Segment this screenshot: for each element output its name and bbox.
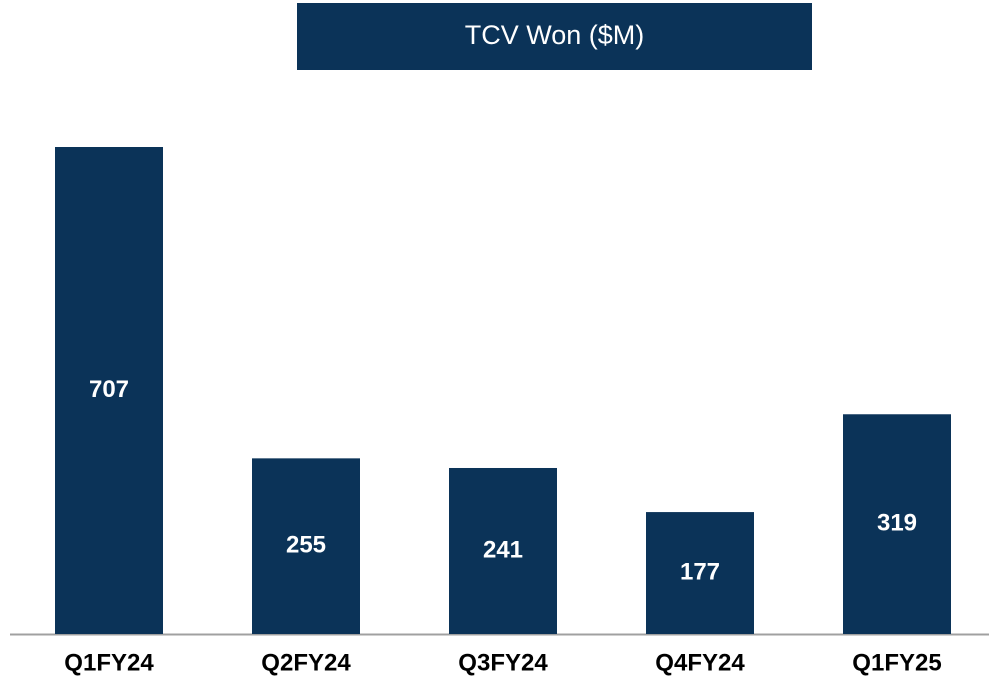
bar [252, 458, 360, 634]
bar [646, 512, 754, 634]
x-tick-label: Q1FY24 [64, 649, 154, 676]
value-label: 319 [877, 509, 917, 536]
title-box [297, 3, 812, 70]
x-tick-label: Q4FY24 [655, 649, 745, 676]
value-label: 707 [89, 376, 129, 403]
x-tick-label: Q2FY24 [261, 649, 351, 676]
bar [449, 467, 557, 634]
chart-title: TCV Won ($M) [465, 20, 645, 50]
x-tick-label: Q3FY24 [458, 649, 548, 676]
value-label: 177 [680, 558, 720, 585]
x-tick-label: Q1FY25 [852, 649, 941, 676]
value-label: 255 [286, 532, 326, 559]
bar [55, 147, 163, 634]
value-label: 241 [483, 536, 523, 563]
bar [843, 414, 951, 634]
